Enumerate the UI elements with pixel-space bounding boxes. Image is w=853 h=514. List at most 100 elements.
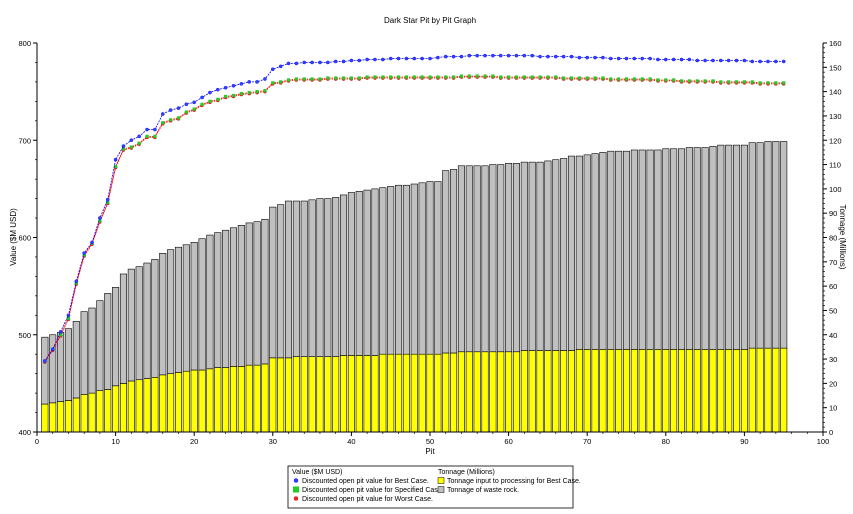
bar-waste-pit-92 [756, 142, 764, 349]
specified-case-point-pit-61 [514, 75, 519, 79]
best-case-point-pit-19 [184, 102, 189, 107]
best-case-point-pit-80 [664, 57, 668, 62]
best-case-point-pit-88 [726, 58, 731, 63]
best-case-point-pit-72 [601, 55, 605, 60]
best-case-point-pit-46 [396, 56, 401, 61]
bar-waste-pit-23 [214, 232, 222, 368]
specified-case-point-pit-43 [373, 75, 377, 79]
y2-tick-label-50: 50 [829, 306, 837, 315]
best-case-point-pit-85 [703, 58, 707, 63]
bar-processing-pit-58 [489, 351, 497, 433]
bar-waste-pit-75 [622, 150, 631, 350]
bar-waste-pit-10 [112, 287, 120, 387]
best-case-point-pit-14 [145, 127, 149, 132]
x-tick-label-90: 90 [740, 437, 748, 446]
bar-processing-pit-77 [638, 349, 646, 433]
bar-waste-pit-13 [135, 266, 143, 381]
bar-processing-pit-2 [49, 402, 57, 433]
specified-case-point-pit-80 [664, 78, 668, 82]
best-case-point-pit-26 [239, 82, 244, 86]
bar-processing-pit-43 [371, 355, 379, 433]
best-case-point-pit-75 [624, 56, 629, 61]
best-case-point-pit-44 [381, 57, 385, 62]
y2-tick-label-40: 40 [829, 331, 837, 340]
best-case-point-pit-10 [113, 157, 118, 162]
x-tick-label-50: 50 [426, 437, 434, 446]
bar-processing-pit-40 [347, 355, 355, 433]
specified-case-point-pit-31 [279, 80, 283, 84]
bar-waste-pit-68 [567, 155, 576, 351]
bar-processing-pit-73 [607, 349, 615, 433]
bar-processing-pit-26 [237, 366, 245, 433]
bar-processing-pit-69 [575, 349, 583, 433]
bar-processing-pit-22 [206, 368, 214, 433]
bar-waste-pit-91 [748, 142, 756, 349]
best-case-point-pit-66 [553, 54, 558, 59]
x-tick-label-30: 30 [269, 437, 277, 446]
bar-processing-pit-20 [190, 369, 198, 433]
specified-case-point-pit-13 [137, 141, 141, 145]
specified-case-point-pit-22 [208, 99, 212, 103]
axis-layer: 0 10 20 30 40 50 60 70 80 90 100400500600700800010… [18, 39, 841, 446]
y2-axis-label: Tonnage (Millions) [838, 205, 847, 270]
bar-processing-pit-64 [536, 350, 544, 433]
bar-processing-pit-72 [599, 349, 607, 433]
best-case-point-pit-42 [365, 57, 369, 62]
specified-case-point-pit-26 [239, 91, 243, 96]
bar-waste-pit-39 [340, 194, 348, 356]
bar-waste-pit-81 [670, 148, 678, 350]
best-case-point-pit-25 [231, 83, 236, 88]
specified-case-point-pit-77 [640, 77, 644, 81]
best-case-point-pit-87 [719, 58, 723, 63]
bar-waste-pit-18 [174, 246, 183, 373]
specified-case-point-pit-20 [192, 107, 196, 111]
bar-processing-pit-55 [465, 351, 473, 433]
best-case-point-pit-2 [50, 347, 55, 352]
bar-waste-pit-48 [410, 183, 418, 355]
best-case-point-pit-93 [766, 59, 770, 64]
specified-case-point-pit-46 [396, 75, 401, 79]
best-case-point-pit-13 [137, 134, 141, 139]
best-case-point-pit-8 [98, 216, 102, 220]
best-case-point-pit-73 [608, 56, 613, 61]
best-case-point-pit-58 [491, 53, 495, 58]
y2-tick-label-110: 110 [829, 161, 841, 170]
bar-processing-pit-5 [72, 397, 80, 433]
bar-waste-pit-2 [49, 334, 57, 404]
best-case-point-pit-69 [577, 55, 582, 60]
y2-tick-label-0: 0 [829, 428, 833, 437]
bar-processing-pit-61 [512, 351, 520, 433]
bar-processing-pit-1 [41, 403, 49, 433]
specified-case-point-pit-27 [247, 90, 251, 95]
bar-processing-pit-30 [269, 357, 277, 433]
specified-case-point-pit-89 [734, 80, 739, 84]
bar-waste-pit-50 [426, 181, 434, 355]
best-case-point-pit-49 [420, 56, 424, 61]
bar-waste-pit-60 [505, 163, 513, 353]
specified-case-point-pit-39 [341, 76, 346, 80]
bar-processing-pit-12 [127, 380, 135, 433]
specified-case-point-pit-4 [66, 316, 71, 320]
best-case-point-pit-92 [758, 59, 762, 64]
bar-processing-pit-23 [214, 367, 222, 433]
best-case-point-pit-64 [538, 54, 542, 59]
x-tick-label-40: 40 [347, 437, 355, 446]
specified-case-point-pit-25 [231, 93, 236, 98]
best-case-point-pit-15 [153, 127, 157, 132]
best-case-point-pit-91 [750, 59, 755, 64]
bar-processing-pit-93 [764, 347, 772, 433]
bar-processing-pit-10 [112, 385, 120, 433]
specified-case-point-pit-65 [546, 75, 550, 79]
best-case-point-pit-67 [561, 54, 566, 59]
bar-processing-pit-29 [261, 363, 269, 433]
specified-case-point-pit-88 [727, 80, 731, 84]
bar-processing-pit-44 [379, 353, 387, 433]
best-case-point-pit-79 [656, 57, 660, 62]
bar-processing-pit-19 [182, 370, 190, 433]
bar-processing-pit-62 [520, 350, 528, 433]
best-case-point-pit-95 [781, 59, 786, 64]
bar-processing-pit-21 [198, 369, 206, 433]
legend: Value ($M USD) Tonnage (Millions) Discount… [287, 465, 581, 509]
bar-processing-pit-41 [355, 355, 363, 433]
y2-tick-label-30: 30 [829, 355, 837, 364]
